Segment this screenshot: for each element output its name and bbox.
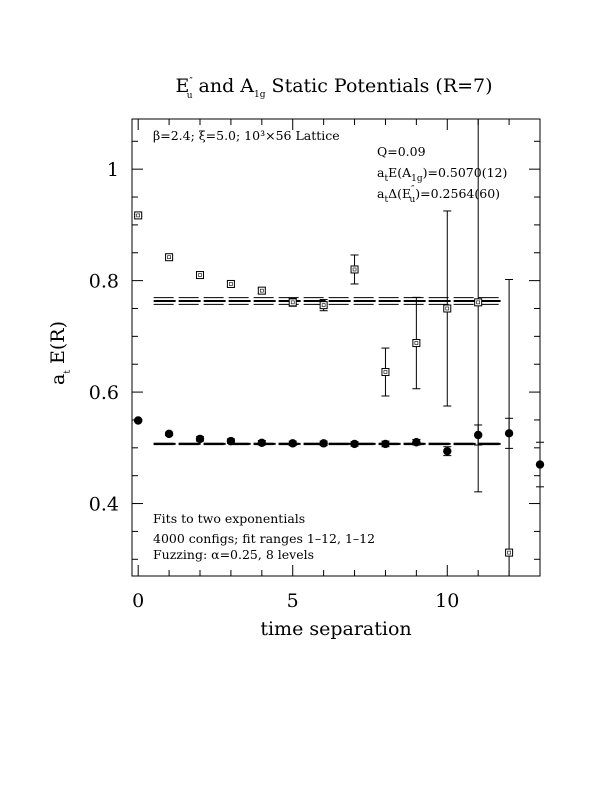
lattice-annotation: β=2.4; ξ=5.0; 10³×56 Lattice: [153, 128, 340, 143]
title-pre: E: [175, 75, 189, 97]
ea1g-post: )=0.5070(12): [423, 165, 508, 180]
data-point-circle: [133, 416, 143, 425]
tick-labels: 0 5 10 0.4 0.6 0.8 1: [89, 159, 460, 612]
e-a1g-annotation: atE(A1g)=0.5070(12): [377, 165, 507, 184]
ylabel-main: a: [47, 374, 69, 385]
data-point-square-inner: [198, 273, 202, 277]
data-point-square: [257, 286, 266, 295]
plot-frame: [131, 118, 541, 577]
data-point-square: [474, 298, 483, 307]
data-point-square: [381, 368, 390, 377]
title-mid-sub: 1g: [254, 90, 266, 100]
title-mid: and A: [192, 75, 254, 97]
data-point-square-inner: [383, 370, 388, 374]
x-tick-label: 10: [435, 590, 459, 612]
data-point-square: [443, 304, 452, 313]
data-point-square: [226, 279, 235, 288]
data-point-square: [350, 265, 359, 274]
data-point-circle: [412, 438, 421, 447]
q-annotation: Q=0.09: [377, 144, 426, 159]
data-marks: [133, 119, 545, 576]
data-point-circle: [535, 460, 545, 469]
data-point-square-inner: [507, 550, 511, 555]
data-point-circle: [350, 439, 359, 449]
title-post: Static Potentials (R=7): [266, 75, 493, 97]
ylabel-sub: t: [63, 370, 73, 374]
data-point-square-inner: [167, 255, 171, 260]
deu-post: )=0.2564(60): [415, 186, 500, 201]
deu-mid-sub: u: [409, 195, 415, 205]
title-pre-sub: u: [187, 91, 193, 101]
data-point-circle: [226, 436, 236, 446]
ea1g-mid-sub: 1g: [411, 174, 423, 184]
data-point-circle: [195, 434, 205, 444]
data-point-square: [319, 301, 328, 310]
title-pre-sup: ″: [189, 77, 193, 87]
deu-pre: a: [377, 186, 385, 201]
data-point-circle: [257, 438, 267, 448]
y-tick-label: 1: [107, 159, 119, 181]
x-axis-label: time separation: [260, 618, 411, 640]
deu-pre-sub: t: [384, 195, 388, 205]
data-point-square: [412, 339, 421, 348]
data-point-square: [288, 298, 297, 307]
data-point-square: [165, 253, 174, 262]
ea1g-pre-sub: t: [384, 174, 388, 184]
configs-annotation: 4000 configs; fit ranges 1–12, 1–12: [153, 531, 375, 546]
data-point-square-inner: [445, 306, 450, 311]
fits-annotation: Fits to two exponentials: [153, 511, 305, 526]
y-tick-label: 0.4: [89, 494, 119, 516]
x-tick-label: 5: [287, 590, 299, 612]
chart-title: E″ u and A1g Static Potentials (R=7): [175, 75, 492, 101]
data-point-square-inner: [476, 300, 480, 305]
x-tick-label: 0: [132, 590, 144, 612]
data-point-square-inner: [290, 300, 295, 305]
y-tick-label: 0.8: [89, 271, 119, 293]
data-point-square-inner: [352, 267, 357, 272]
y-tick-label: 0.6: [89, 382, 119, 404]
ea1g-mid: E(A: [388, 165, 412, 180]
data-point-circle: [288, 439, 297, 448]
data-point-circle: [319, 439, 328, 448]
data-point-square-inner: [321, 303, 326, 307]
data-point-square-inner: [260, 288, 264, 293]
data-point-square: [505, 548, 514, 557]
deu-mid: Δ(E: [388, 186, 411, 201]
delta-eu-annotation: atΔ(E″ u)=0.2564(60): [377, 185, 500, 205]
data-point-square: [134, 211, 143, 220]
y-axis-label: at E(R): [47, 321, 73, 385]
data-point-square: [196, 271, 204, 280]
fuzzing-annotation: Fuzzing: α=0.25, 8 levels: [153, 547, 314, 562]
data-point-square-inner: [414, 341, 419, 345]
ylabel-rest: E(R): [47, 321, 69, 370]
data-point-circle: [443, 446, 452, 456]
fit-lines: [153, 297, 503, 446]
ticks: [132, 119, 541, 576]
data-point-circle: [381, 439, 390, 449]
data-point-circle: [164, 429, 174, 439]
ea1g-pre: a: [377, 165, 385, 180]
data-point-square-inner: [229, 282, 233, 286]
data-point-square-inner: [136, 213, 140, 218]
deu-mid-sup: ″: [411, 185, 415, 195]
